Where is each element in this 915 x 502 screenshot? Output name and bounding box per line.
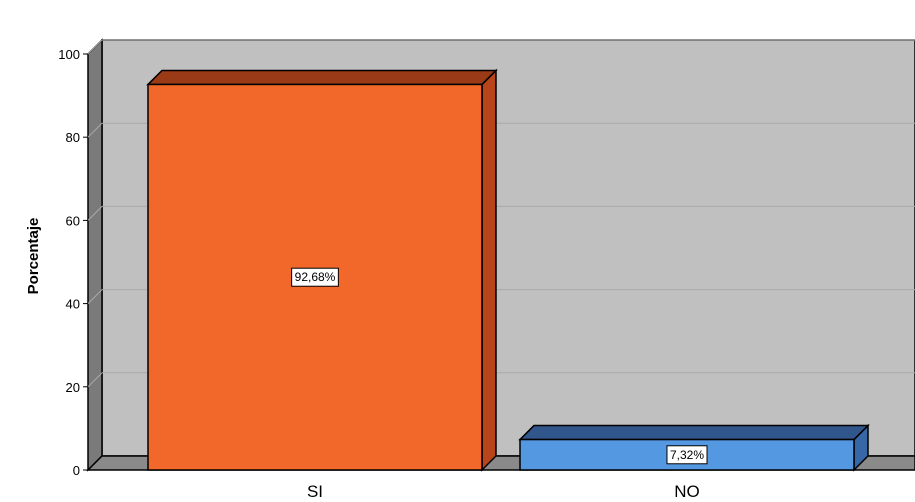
bar-top: [518, 424, 870, 441]
y-tick-label: 40: [66, 297, 80, 312]
y-tick-label: 0: [73, 463, 80, 478]
bar-side: [481, 68, 497, 472]
x-axis-labels: SI NO: [307, 482, 700, 501]
data-label-box: [291, 267, 339, 287]
gridline-side: [87, 122, 103, 138]
gridline-side: [87, 39, 103, 55]
data-label-box: [666, 445, 708, 465]
data-label: 92,68%: [291, 267, 339, 287]
gridline-side: [87, 206, 103, 221]
data-label-text: 92,68%: [295, 270, 336, 284]
y-tick-label: 80: [66, 130, 80, 145]
data-label: 7,32%: [666, 445, 708, 465]
side-wall: [87, 38, 103, 472]
y-tick-label: 100: [58, 47, 80, 62]
y-axis-ticks: 0 20 40 60 80 100: [58, 47, 88, 478]
data-label-text: 7,32%: [670, 448, 704, 462]
bar-top: [146, 69, 498, 86]
gridline-side: [87, 289, 103, 304]
bars: 92,68% 7,32%: [146, 68, 870, 472]
x-category-label: NO: [674, 482, 700, 501]
bar-no: 7,32%: [518, 423, 870, 472]
y-tick-label: 20: [66, 380, 80, 395]
bar-si: 92,68%: [146, 68, 498, 472]
x-category-label: SI: [307, 482, 323, 501]
gridline-side: [87, 372, 103, 388]
y-axis-title: Porcentaje: [25, 218, 42, 295]
y-tick-label: 60: [66, 213, 80, 228]
